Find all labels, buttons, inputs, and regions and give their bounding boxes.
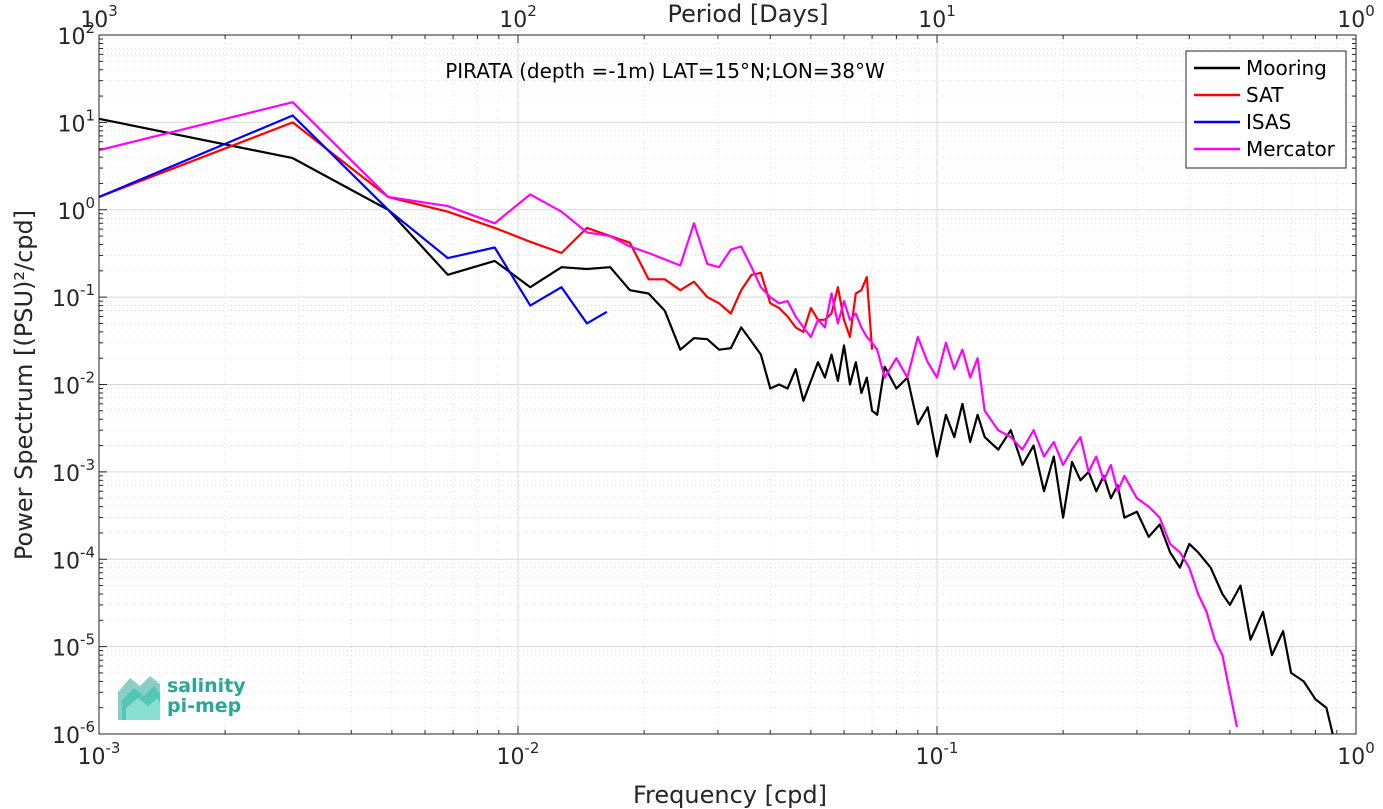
y-tick-label: 10-4 (52, 543, 95, 574)
x-axis-label: Frequency [cpd] (633, 781, 827, 809)
legend: Mooring SAT ISAS Mercator (1185, 50, 1347, 169)
series-lines (98, 101, 1334, 735)
y-tick-label: 10-6 (52, 718, 95, 749)
top-axis-label: Period [Days] (667, 0, 828, 28)
x-tick-label: 10-3 (78, 739, 121, 770)
salinity-pi-mep-logo: salinity pi-mep (118, 675, 246, 720)
chart-title: PIRATA (depth =-1m) LAT=15°N;LON=38°W (445, 59, 885, 83)
legend-label-mooring: Mooring (1246, 56, 1327, 80)
top-tick-label: 103 (80, 2, 118, 33)
series-line-mercator (98, 101, 1239, 728)
series-line-sat (98, 121, 874, 350)
legend-label-sat: SAT (1246, 83, 1284, 107)
x-tick-label: 100 (1337, 739, 1375, 770)
logo-text-line1: salinity (167, 675, 246, 697)
top-tick-label: 100 (1337, 2, 1375, 33)
x-tick-label: 10-1 (916, 739, 959, 770)
logo-text-line2: pi-mep (167, 695, 241, 717)
y-axis-label: Power Spectrum [(PSU)²/cpd] (10, 210, 38, 560)
y-tick-label: 10-1 (52, 281, 95, 312)
y-tick-label: 10-3 (52, 456, 95, 487)
x-tick-label: 10-2 (497, 739, 540, 770)
y-tick-label: 10-5 (52, 631, 95, 662)
y-tick-label: 10-2 (52, 369, 95, 400)
y-tick-label: 102 (57, 19, 95, 50)
y-tick-label: 101 (57, 106, 95, 137)
series-line-isas (98, 114, 608, 325)
legend-label-isas: ISAS (1246, 110, 1291, 134)
top-tick-label: 101 (918, 2, 956, 33)
y-tick-label: 100 (57, 194, 95, 225)
series-line-mooring (98, 117, 1334, 735)
legend-label-mercator: Mercator (1246, 137, 1336, 161)
top-tick-label: 102 (499, 2, 537, 33)
grid (98, 34, 1357, 735)
